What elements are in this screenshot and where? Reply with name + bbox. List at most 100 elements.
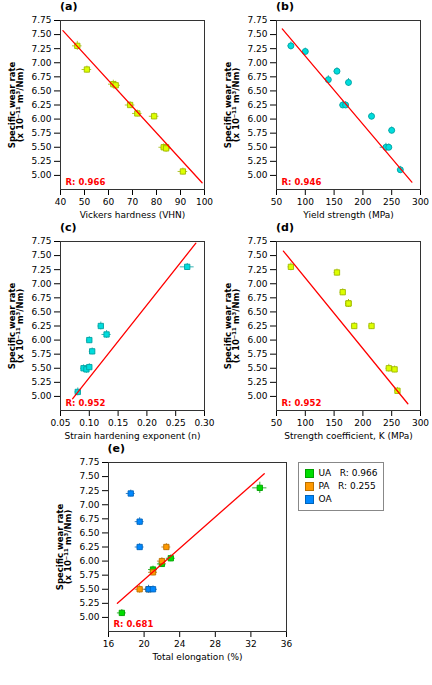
svg-text:150: 150 [326,197,343,207]
svg-text:80: 80 [151,197,163,207]
svg-text:300: 300 [412,197,429,207]
svg-text:5.25: 5.25 [31,377,51,387]
svg-text:50: 50 [79,197,91,207]
svg-text:7.50: 7.50 [247,250,267,260]
svg-text:6.25: 6.25 [31,321,51,331]
svg-text:200: 200 [354,418,371,428]
svg-text:5.50: 5.50 [31,142,51,152]
svg-text:5.50: 5.50 [247,142,267,152]
svg-text:7.75: 7.75 [247,15,267,25]
svg-text:250: 250 [383,418,400,428]
svg-text:Vickers hardness (VHN): Vickers hardness (VHN) [80,210,186,220]
svg-text:40: 40 [55,197,67,207]
svg-text:0.05: 0.05 [50,418,70,428]
svg-text:7.50: 7.50 [31,29,51,39]
svg-text:7.00: 7.00 [79,500,99,510]
svg-text:R: 0.952: R: 0.952 [66,398,106,408]
svg-text:6.25: 6.25 [247,100,267,110]
svg-text:28: 28 [209,639,221,649]
svg-text:20: 20 [138,639,150,649]
svg-text:5.00: 5.00 [247,391,267,401]
svg-text:5.75: 5.75 [247,349,267,359]
svg-text:7.00: 7.00 [31,58,51,68]
svg-text:7.75: 7.75 [31,15,51,25]
svg-text:7.25: 7.25 [31,265,51,275]
svg-text:5.25: 5.25 [247,156,267,166]
svg-text:6.75: 6.75 [247,293,267,303]
svg-text:Yield strength (MPa): Yield strength (MPa) [302,210,393,220]
svg-text:6.75: 6.75 [247,72,267,82]
svg-text:7.50: 7.50 [247,29,267,39]
svg-text:6.00: 6.00 [31,335,51,345]
svg-text:5.75: 5.75 [31,349,51,359]
svg-text:6.50: 6.50 [247,307,267,317]
svg-text:6.75: 6.75 [31,293,51,303]
svg-text:0.30: 0.30 [194,418,214,428]
svg-text:70: 70 [127,197,139,207]
svg-text:7.00: 7.00 [31,279,51,289]
svg-text:50: 50 [271,418,283,428]
svg-text:5.50: 5.50 [79,584,99,594]
svg-text:6.00: 6.00 [79,556,99,566]
svg-text:5.00: 5.00 [31,391,51,401]
svg-text:7.25: 7.25 [247,44,267,54]
svg-text:7.75: 7.75 [247,236,267,246]
svg-text:6.50: 6.50 [31,307,51,317]
svg-text:5.75: 5.75 [31,128,51,138]
svg-text:Specific wear rate(x 10⁻¹¹ m³/: Specific wear rate(x 10⁻¹¹ m³/Nm) [54,504,73,591]
svg-text:6.50: 6.50 [79,528,99,538]
svg-text:90: 90 [175,197,187,207]
svg-text:60: 60 [103,197,115,207]
svg-text:5.75: 5.75 [79,570,99,580]
svg-text:Specific wear rate(x 10⁻¹¹ m³/: Specific wear rate(x 10⁻¹¹ m³/Nm) [223,62,242,149]
svg-text:300: 300 [412,418,429,428]
svg-text:5.75: 5.75 [247,128,267,138]
svg-text:5.00: 5.00 [31,170,51,180]
svg-text:50: 50 [271,197,283,207]
svg-text:0.15: 0.15 [108,418,128,428]
svg-text:6.50: 6.50 [31,86,51,96]
svg-text:6.75: 6.75 [31,72,51,82]
svg-text:7.25: 7.25 [247,265,267,275]
svg-text:250: 250 [383,197,400,207]
svg-text:6.25: 6.25 [79,542,99,552]
svg-text:7.00: 7.00 [247,58,267,68]
svg-text:5.25: 5.25 [31,156,51,166]
svg-text:7.25: 7.25 [31,44,51,54]
svg-text:Specific wear rate(x 10⁻¹¹ m³/: Specific wear rate(x 10⁻¹¹ m³/Nm) [7,283,26,370]
svg-text:200: 200 [354,197,371,207]
svg-text:5.00: 5.00 [79,612,99,622]
svg-text:Strain hardening exponent (n): Strain hardening exponent (n) [64,431,200,441]
svg-text:5.50: 5.50 [247,363,267,373]
svg-text:100: 100 [297,418,314,428]
svg-text:Specific wear rate(x 10⁻¹¹ m³/: Specific wear rate(x 10⁻¹¹ m³/Nm) [7,62,26,149]
svg-text:16: 16 [102,639,114,649]
svg-text:32: 32 [245,639,256,649]
svg-text:7.75: 7.75 [31,236,51,246]
svg-text:5.50: 5.50 [31,363,51,373]
svg-text:7.00: 7.00 [247,279,267,289]
svg-text:Specific wear rate(x 10⁻¹¹ m³/: Specific wear rate(x 10⁻¹¹ m³/Nm) [223,283,242,370]
svg-text:0.25: 0.25 [166,418,186,428]
svg-text:6.00: 6.00 [247,114,267,124]
svg-text:6.25: 6.25 [247,321,267,331]
svg-text:R: 0.946: R: 0.946 [282,177,322,187]
svg-text:5.25: 5.25 [79,598,99,608]
svg-text:100: 100 [196,197,213,207]
svg-text:Total elongation (%): Total elongation (%) [151,652,242,662]
svg-text:36: 36 [280,639,292,649]
svg-text:R: 0.952: R: 0.952 [282,398,322,408]
svg-text:7.75: 7.75 [79,457,99,467]
svg-text:0.10: 0.10 [79,418,99,428]
svg-text:7.50: 7.50 [31,250,51,260]
svg-text:6.50: 6.50 [247,86,267,96]
svg-text:Strength coefficient, K (MPa): Strength coefficient, K (MPa) [284,431,413,441]
svg-text:150: 150 [326,418,343,428]
svg-text:7.25: 7.25 [79,486,99,496]
svg-text:7.50: 7.50 [79,471,99,481]
svg-text:6.75: 6.75 [79,514,99,524]
svg-text:24: 24 [173,639,185,649]
svg-text:6.25: 6.25 [31,100,51,110]
svg-text:R: 0.966: R: 0.966 [66,177,106,187]
svg-text:0.20: 0.20 [137,418,157,428]
